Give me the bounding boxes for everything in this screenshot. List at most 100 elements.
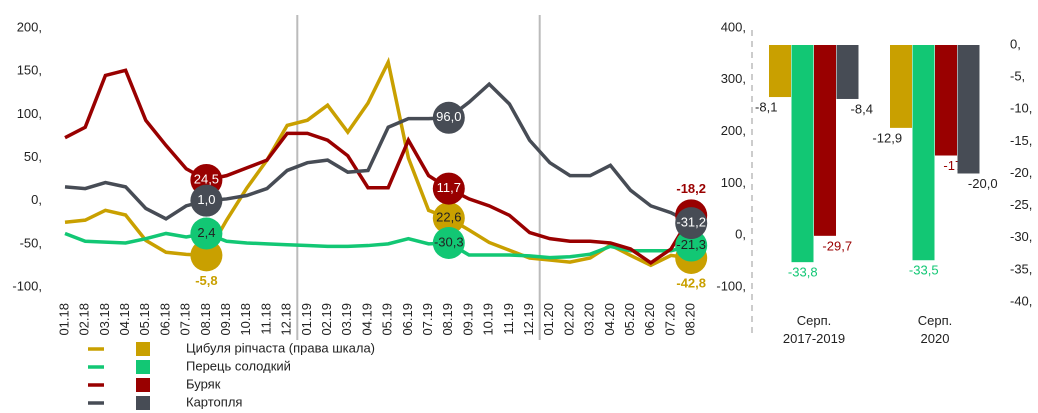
y-tick-label: 100,: [17, 106, 42, 121]
bar: [836, 45, 859, 99]
point-label: 11,7: [437, 180, 461, 195]
point-label: -21,3: [676, 237, 706, 252]
y-tick-label: 150,: [17, 63, 42, 78]
x-tick-label: 08.19: [440, 303, 455, 336]
y2-tick-label: -100,: [716, 278, 746, 293]
x-tick-label: 07.20: [662, 303, 677, 336]
bar: [791, 45, 814, 263]
x-tick-line: 2017-2019: [783, 331, 845, 346]
x-tick-label: 04.19: [359, 303, 374, 336]
x-tick-label: 08.20: [683, 303, 698, 336]
x-tick-label: 11.19: [501, 303, 516, 335]
point-bubble: [432, 202, 465, 235]
legend-swatch: [136, 396, 150, 410]
bar: [890, 45, 912, 128]
x-tick-label: 09.19: [460, 303, 475, 336]
x-tick-label: 10.19: [481, 303, 496, 336]
point-label: 1,0: [197, 192, 215, 207]
point-label: -18,2: [676, 181, 706, 196]
legend-label: Буряк: [186, 376, 221, 391]
bar: [912, 45, 935, 261]
point-label: -31,2: [676, 215, 706, 230]
x-tick-line: 2020: [921, 331, 950, 346]
y-tick-label: -100,: [12, 278, 42, 293]
point-label: 2,4: [197, 225, 215, 240]
point-label: -30,3: [434, 234, 464, 249]
y-tick-label: -50,: [20, 235, 42, 250]
y-tick-label: 50,: [24, 149, 42, 164]
x-tick-label: 04.18: [117, 303, 132, 336]
x-tick-label: 03.18: [97, 303, 112, 336]
x-tick-label: 01.18: [56, 303, 71, 336]
y-tick-label: -15,: [1010, 133, 1032, 148]
legend-label: Перець солодкий: [186, 358, 291, 373]
x-tick-label: 03.20: [582, 303, 597, 336]
series-line: [64, 81, 692, 225]
bar-value-label: -33,8: [788, 265, 818, 280]
y2-tick-label: 400,: [721, 19, 746, 34]
legend-swatch: [136, 360, 150, 374]
y-tick-label: -30,: [1010, 229, 1032, 244]
bar-value-label: -33,5: [909, 263, 939, 278]
y-tick-label: 0,: [1010, 36, 1021, 51]
y2-tick-label: 100,: [721, 175, 746, 190]
series-line: [64, 68, 693, 265]
x-tick-label: 07.19: [420, 303, 435, 336]
x-tick-label: 10.18: [238, 303, 253, 336]
point-label: 96,0: [436, 109, 461, 124]
series-line: [64, 56, 692, 268]
x-tick-label: 05.20: [622, 303, 637, 336]
y-tick-label: -20,: [1010, 165, 1032, 180]
x-tick-label: 01.20: [541, 303, 556, 336]
point-label: -5,8: [195, 273, 217, 288]
point-bubble: [432, 101, 465, 134]
x-tick-label: 01.19: [299, 303, 314, 336]
point-bubble: [675, 229, 708, 262]
legend-swatch: [136, 378, 150, 392]
bar: [814, 45, 836, 236]
bar: [769, 45, 791, 98]
x-tick-label: 02.18: [77, 303, 92, 336]
x-tick-label: 06.19: [400, 303, 415, 336]
legend-label: Цибуля ріпчаста (права шкала): [186, 340, 375, 355]
x-tick-label: 12.18: [279, 303, 294, 336]
legend-swatch: [136, 342, 150, 356]
y-tick-label: -5,: [1010, 69, 1025, 84]
point-bubble: [190, 239, 223, 272]
bar-value-label: -29,7: [822, 238, 852, 253]
y-tick-label: 0,: [31, 192, 42, 207]
bar: [935, 45, 957, 156]
point-bubble: [432, 172, 465, 205]
bar-value-label: -8,4: [851, 101, 873, 116]
point-bubble: [432, 226, 465, 259]
x-tick-label: 07.18: [178, 303, 193, 336]
x-tick-label: Серп. 2020: [918, 313, 953, 346]
y-tick-label: 200,: [17, 19, 42, 34]
x-tick-label: 02.19: [319, 303, 334, 336]
point-bubble: [190, 184, 223, 217]
bar-value-label: -20,0: [968, 176, 998, 191]
legend-label: Картопля: [186, 394, 242, 409]
point-label: -42,8: [676, 275, 706, 290]
x-tick-label: 08.18: [198, 303, 213, 336]
x-tick-label: 06.20: [642, 303, 657, 336]
x-tick-label: 06.18: [157, 303, 172, 336]
x-tick-label: 11.18: [258, 303, 273, 335]
bar: [957, 45, 980, 174]
x-tick-label: 09.18: [218, 303, 233, 336]
bar-value-label: -8,1: [755, 99, 777, 114]
x-tick-label: Серп. 2017-2019: [783, 313, 845, 346]
y-tick-label: -25,: [1010, 197, 1032, 212]
y-tick-label: -40,: [1010, 293, 1032, 308]
point-bubble: [190, 217, 223, 250]
point-label: 22,6: [436, 210, 461, 225]
y2-tick-label: 0,: [735, 227, 746, 242]
x-tick-label: 02.20: [561, 303, 576, 336]
x-tick-line: Серп.: [797, 313, 832, 328]
point-label: 24,5: [194, 171, 219, 186]
y-tick-label: -10,: [1010, 101, 1032, 116]
y2-tick-label: 300,: [721, 71, 746, 86]
y-tick-label: -35,: [1010, 261, 1032, 276]
x-tick-label: 12.19: [521, 303, 536, 336]
